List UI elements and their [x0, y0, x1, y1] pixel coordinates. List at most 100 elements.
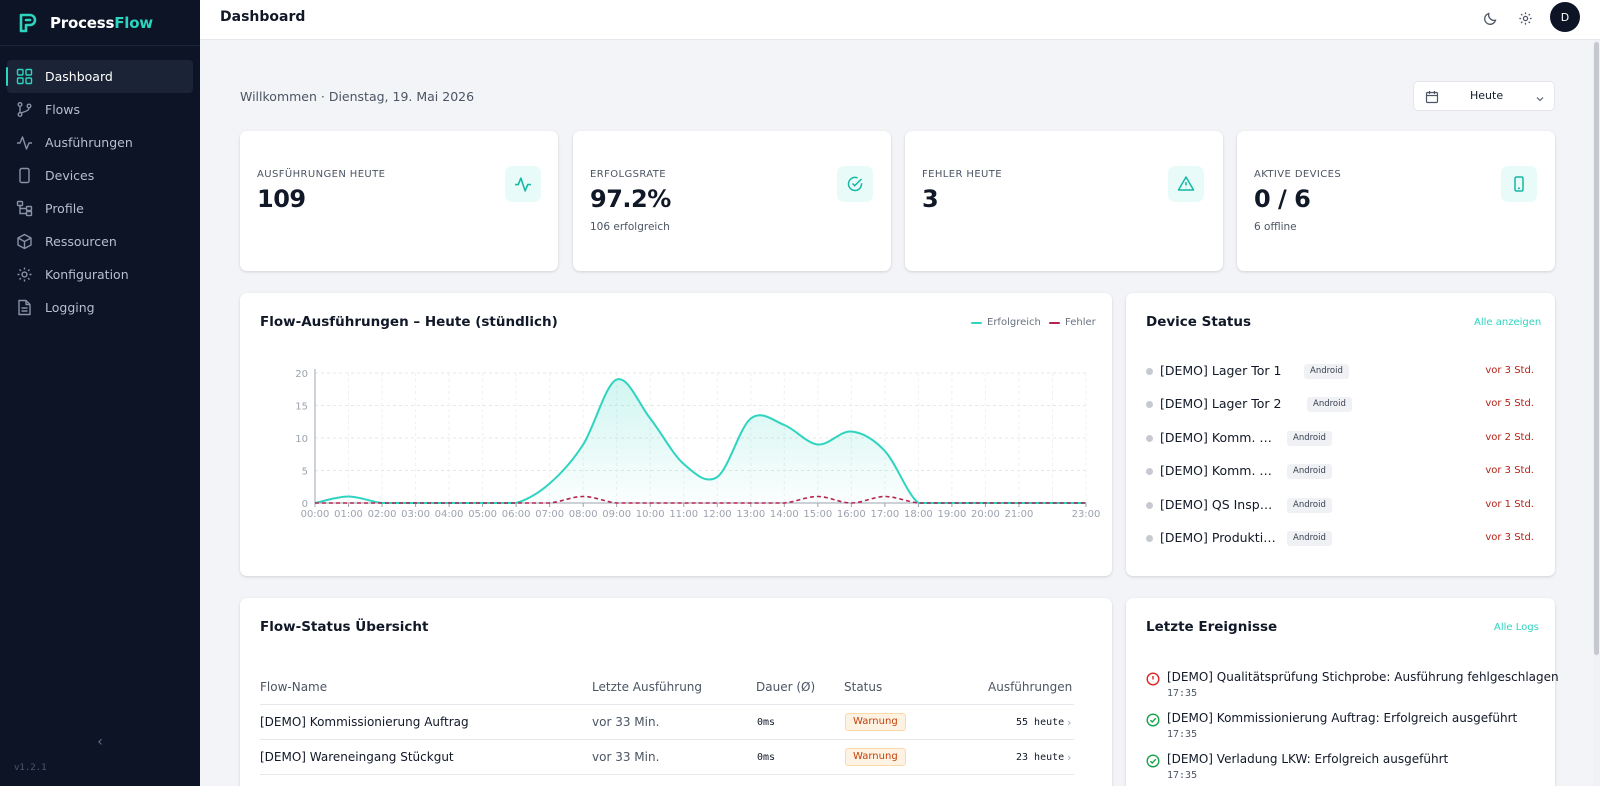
date-range-select[interactable]: Heute — [1413, 81, 1555, 111]
x-tick-label: 11:00 — [669, 509, 698, 520]
stat-card-errors: Fehler heute 3 — [905, 131, 1223, 271]
stat-value: 109 — [257, 185, 306, 213]
data-point-fehler — [447, 501, 451, 505]
column-header-status[interactable]: Status — [844, 680, 883, 694]
sidebar-item-ressourcen[interactable]: Ressourcen — [7, 225, 193, 258]
x-tick-label: 21:00 — [1005, 509, 1034, 520]
device-name: [DEMO] Produktion ... — [1160, 530, 1279, 545]
data-point-erfolgreich — [749, 417, 753, 421]
x-tick-label: 04:00 — [435, 509, 464, 520]
topbar: Dashboard D — [200, 0, 1600, 40]
offline-status-dot — [1146, 368, 1153, 375]
page-title: Dashboard — [220, 9, 306, 25]
chevron-right-icon: › — [1067, 751, 1072, 764]
dark-mode-moon-icon[interactable] — [1480, 8, 1500, 28]
sidebar-item-ausfuehrungen[interactable]: Ausführungen — [7, 126, 193, 159]
sidebar-item-dashboard[interactable]: Dashboard — [6, 60, 193, 93]
welcome-text: Willkommen · Dienstag, 19. Mai 2026 — [240, 89, 475, 104]
last-seen-time: vor 3 Std. — [1485, 365, 1534, 376]
table-row[interactable]: [DEMO] Kommissionierung Auftrag vor 33 M… — [260, 704, 1074, 739]
warning-icon — [1168, 166, 1204, 202]
column-header-runs[interactable]: Ausführungen — [988, 680, 1073, 694]
page-scrollbar[interactable] — [1593, 40, 1600, 786]
runs-cell: 55 heute — [1016, 717, 1065, 728]
series-line-erfolgreich — [314, 378, 1086, 504]
device-name: [DEMO] Lager Tor 1 — [1160, 363, 1282, 378]
sidebar-item-logging[interactable]: Logging — [7, 291, 193, 324]
data-point-fehler — [816, 495, 820, 499]
settings-gear-icon[interactable] — [1515, 8, 1535, 28]
offline-status-dot — [1146, 468, 1153, 476]
sidebar-nav: Dashboard Flows Ausführungen Devices Pro… — [0, 46, 200, 324]
data-point-fehler — [682, 501, 686, 505]
data-point-erfolgreich — [615, 378, 619, 382]
platform-badge: Android — [1287, 531, 1332, 546]
device-row[interactable]: [DEMO] QS Inspekti... Android vor 1 Std. — [1146, 496, 1534, 516]
runs-cell: 23 heute — [1016, 752, 1065, 763]
data-point-erfolgreich — [782, 423, 786, 427]
x-tick-label: 14:00 — [770, 509, 799, 520]
x-tick-label: 00:00 — [301, 509, 330, 520]
offline-status-dot — [1146, 535, 1153, 542]
sidebar-item-flows[interactable]: Flows — [7, 93, 193, 126]
stat-value: 3 — [922, 185, 939, 213]
data-point-erfolgreich — [715, 475, 719, 479]
device-row[interactable]: [DEMO] Komm. Ber... Android vor 3 Std. — [1146, 462, 1534, 482]
platform-badge: Android — [1304, 364, 1349, 379]
data-point-fehler — [615, 501, 619, 505]
last-run-cell: vor 33 Min. — [592, 715, 660, 729]
device-row[interactable]: [DEMO] Lager Tor 1 Android vor 3 Std. — [1146, 362, 1534, 382]
sidebar-item-devices[interactable]: Devices — [7, 159, 193, 192]
data-point-erfolgreich — [548, 482, 552, 486]
sidebar-item-label: Dashboard — [45, 69, 113, 84]
device-row[interactable]: [DEMO] Komm. Ber... Android vor 2 Std. — [1146, 429, 1534, 449]
data-point-fehler — [983, 501, 987, 505]
table-row[interactable] — [260, 774, 1074, 786]
all-logs-link[interactable]: Alle Logs — [1494, 622, 1539, 633]
sidebar-item-profile[interactable]: Profile — [7, 192, 193, 225]
brand[interactable]: ProcessFlow — [0, 0, 200, 46]
collapse-sidebar-chevron-icon[interactable]: ‹ — [97, 734, 103, 750]
app-version: v1.2.1 — [14, 763, 47, 773]
platform-badge: Android — [1287, 497, 1332, 513]
column-header-duration[interactable]: Dauer (Ø) — [756, 680, 816, 694]
legend-item-fehler[interactable]: Fehler — [1049, 317, 1096, 328]
event-time: 17:35 — [1167, 688, 1198, 699]
data-point-fehler — [648, 501, 652, 505]
x-tick-label: 06:00 — [502, 509, 531, 520]
data-point-fehler — [950, 501, 954, 505]
sidebar-item-label: Profile — [45, 201, 84, 216]
y-tick-label: 20 — [295, 369, 308, 380]
table-row[interactable]: [DEMO] Wareneingang Stückgut vor 33 Min.… — [260, 739, 1074, 774]
stat-card-active-devices: Aktive Devices 0 / 6 6 offline — [1237, 131, 1555, 271]
chevron-down-icon — [1534, 90, 1546, 102]
stat-value: 97.2% — [590, 185, 671, 213]
data-point-erfolgreich — [581, 443, 585, 447]
check-circle-icon — [837, 166, 873, 202]
x-tick-label: 03:00 — [401, 509, 430, 520]
flow-status-title: Flow-Status Übersicht — [260, 619, 429, 635]
platform-badge: Android — [1287, 430, 1332, 446]
data-point-fehler — [1017, 501, 1021, 505]
device-row[interactable]: [DEMO] Produktion ... Android vor 3 Std. — [1146, 529, 1534, 549]
duration-cell: 0ms — [757, 717, 776, 728]
chart-title: Flow-Ausführungen – Heute (stündlich) — [260, 314, 558, 330]
show-all-devices-link[interactable]: Alle anzeigen — [1474, 317, 1542, 328]
stat-subtext: 106 erfolgreich — [590, 221, 670, 233]
x-tick-label: 13:00 — [736, 509, 765, 520]
legend-item-erfolgreich[interactable]: Erfolgreich — [971, 317, 1041, 328]
scrollbar-thumb[interactable] — [1594, 42, 1599, 655]
sidebar-item-konfiguration[interactable]: Konfiguration — [7, 258, 193, 291]
column-header-flow-name[interactable]: Flow-Name — [260, 680, 328, 694]
processflow-logo-icon — [18, 12, 40, 34]
sidebar-item-label: Ressourcen — [45, 234, 117, 249]
data-point-fehler — [514, 501, 518, 505]
data-point-fehler — [849, 501, 853, 505]
sidebar-item-label: Konfiguration — [45, 267, 129, 282]
flow-executions-chart: 0 5 10 15 20 00:00 01:00 02:00 03:00 04:00 05:00 06… — [295, 369, 1100, 520]
column-header-last-run[interactable]: Letzte Ausführung — [592, 680, 703, 694]
branch-icon — [16, 101, 33, 118]
series-area-erfolgreich — [315, 379, 1086, 503]
user-avatar[interactable]: D — [1550, 2, 1580, 32]
device-row[interactable]: [DEMO] Lager Tor 2 Android vor 5 Std. — [1146, 395, 1534, 415]
